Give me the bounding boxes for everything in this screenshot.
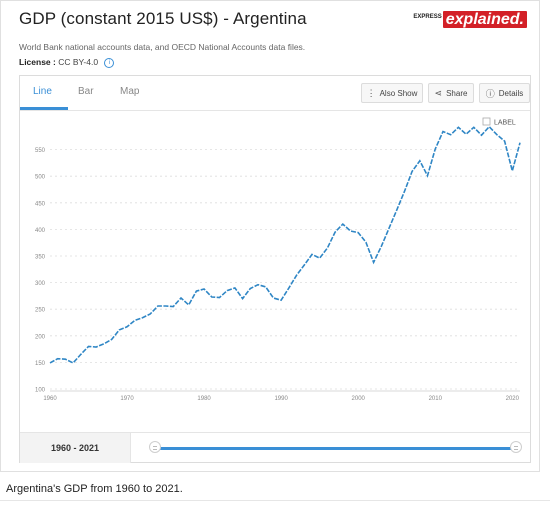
share-label: Share [446,88,468,98]
details-label: Details [498,88,524,98]
share-button[interactable]: ⋖ Share [428,83,474,103]
x-tick-label: 1970 [120,396,134,402]
y-tick-label: 100 [35,388,46,394]
y-tick-label: 450 [35,201,46,207]
range-footer: 1960 - 2021 [20,432,530,463]
series-line[interactable] [49,125,521,364]
y-tick-label: 200 [35,334,46,340]
tab-line[interactable]: Line [33,86,52,97]
range-slider-track[interactable] [156,447,516,450]
x-tick-label: 2020 [506,396,520,402]
chart-plot: 100 150 200 250 300 350 400 450 500 550 1960 1970 1… [35,117,521,402]
brand-logo-big: explained. [442,11,527,28]
tab-map[interactable]: Map [120,86,140,97]
x-tick-label: 2000 [352,396,366,402]
divider [0,500,550,501]
more-vertical-icon: ⋮ [366,87,376,98]
brand-logo-small: EXPRESS [413,14,442,20]
source-text: World Bank national accounts data, and O… [19,42,306,52]
x-tick-label: 1960 [43,396,57,402]
y-tick-label: 150 [35,361,46,367]
y-tick-label: 500 [35,175,46,181]
x-tick-label: 1990 [274,396,288,402]
legend[interactable]: LABEL [482,117,516,127]
range-label: 1960 - 2021 [20,433,131,463]
info-icon[interactable]: i [104,57,115,68]
legend-checkbox[interactable] [482,117,491,126]
y-tick-label: 300 [35,281,46,287]
x-tick-label: 2010 [429,396,443,402]
details-button[interactable]: ⓘ Details [479,83,530,103]
y-tick-label: 400 [35,228,46,234]
brand-logo: EXPRESS explained. [413,11,527,28]
legend-label: LABEL [494,120,516,127]
figure-caption: Argentina's GDP from 1960 to 2021. [6,483,183,495]
page-title: GDP (constant 2015 US$) - Argentina [19,9,307,28]
license-label: License : [19,57,56,67]
y-tick-label: 350 [35,255,46,261]
x-tick-label: 1980 [197,396,211,402]
y-tick-label: 550 [35,148,46,154]
chart-card: GDP (constant 2015 US$) - Argentina EXPR… [0,0,540,472]
license-value: CC BY-4.0 [58,57,99,67]
license-line: License : CC BY-4.0 i [19,57,115,68]
range-end-handle[interactable] [510,441,522,453]
also-show-button[interactable]: ⋮ Also Show [361,83,423,103]
chart-panel: Line Bar Map ⋮ Also Show ⋖ Share ⓘ Detai… [19,75,531,463]
also-show-label: Also Show [379,88,418,98]
share-icon: ⋖ [434,87,443,98]
y-tick-label: 250 [35,308,46,314]
info-circle-icon: ⓘ [485,88,495,99]
active-tab-indicator [20,107,68,110]
range-start-handle[interactable] [149,441,161,453]
tab-bar[interactable]: Bar [78,86,94,97]
chart-tabs: Line Bar Map ⋮ Also Show ⋖ Share ⓘ Detai… [20,76,530,111]
